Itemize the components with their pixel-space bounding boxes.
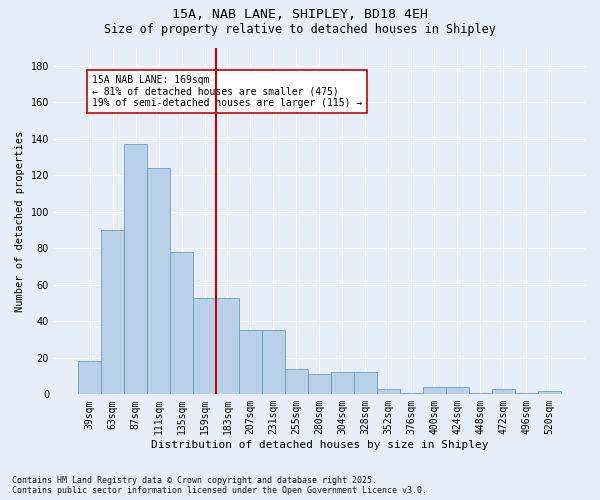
Bar [377,389,400,394]
Bar [147,168,170,394]
Bar [170,252,193,394]
Bar [469,392,492,394]
Bar [354,372,377,394]
Bar [285,369,308,394]
Bar [400,392,423,394]
Bar [239,330,262,394]
Bar [216,298,239,394]
Bar [262,330,285,394]
Bar [308,374,331,394]
Y-axis label: Number of detached properties: Number of detached properties [15,130,25,312]
Text: Size of property relative to detached houses in Shipley: Size of property relative to detached ho… [104,22,496,36]
Bar [492,389,515,394]
Bar [446,387,469,394]
Bar [101,230,124,394]
Bar [78,362,101,394]
X-axis label: Distribution of detached houses by size in Shipley: Distribution of detached houses by size … [151,440,488,450]
Bar [124,144,147,395]
Text: 15A NAB LANE: 169sqm
← 81% of detached houses are smaller (475)
19% of semi-deta: 15A NAB LANE: 169sqm ← 81% of detached h… [92,75,362,108]
Bar [515,392,538,394]
Text: 15A, NAB LANE, SHIPLEY, BD18 4EH: 15A, NAB LANE, SHIPLEY, BD18 4EH [172,8,428,20]
Text: Contains HM Land Registry data © Crown copyright and database right 2025.
Contai: Contains HM Land Registry data © Crown c… [12,476,427,495]
Bar [423,387,446,394]
Bar [538,390,561,394]
Bar [193,298,216,394]
Bar [331,372,354,394]
